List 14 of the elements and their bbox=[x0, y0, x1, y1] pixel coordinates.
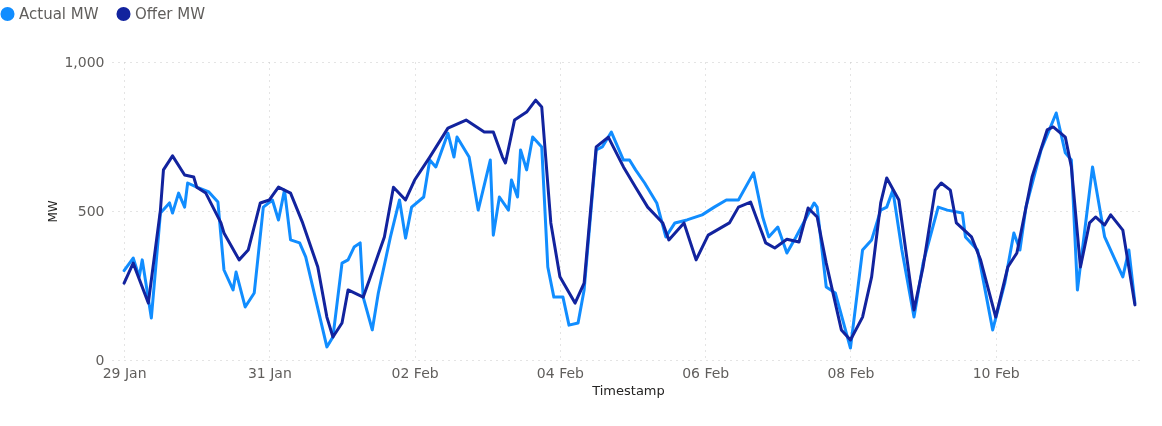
x-tick-label: 06 Feb bbox=[682, 364, 730, 381]
x-tick-label: 08 Feb bbox=[827, 364, 875, 381]
x-tick-label: 29 Jan bbox=[102, 364, 147, 381]
legend-label: Actual MW bbox=[19, 4, 99, 23]
x-tick-label: 10 Feb bbox=[972, 364, 1020, 381]
x-axis-title: Timestamp bbox=[591, 382, 665, 398]
y-tick-label: 0 bbox=[95, 351, 105, 368]
x-tick-label: 31 Jan bbox=[247, 364, 292, 381]
y-tick-label: 500 bbox=[77, 202, 105, 219]
y-axis-title: MW bbox=[46, 200, 61, 223]
x-tick-label: 02 Feb bbox=[391, 364, 439, 381]
legend-label: Offer MW bbox=[135, 4, 206, 23]
y-tick-label: 1,000 bbox=[64, 53, 105, 70]
x-tick-label: 04 Feb bbox=[536, 364, 585, 381]
